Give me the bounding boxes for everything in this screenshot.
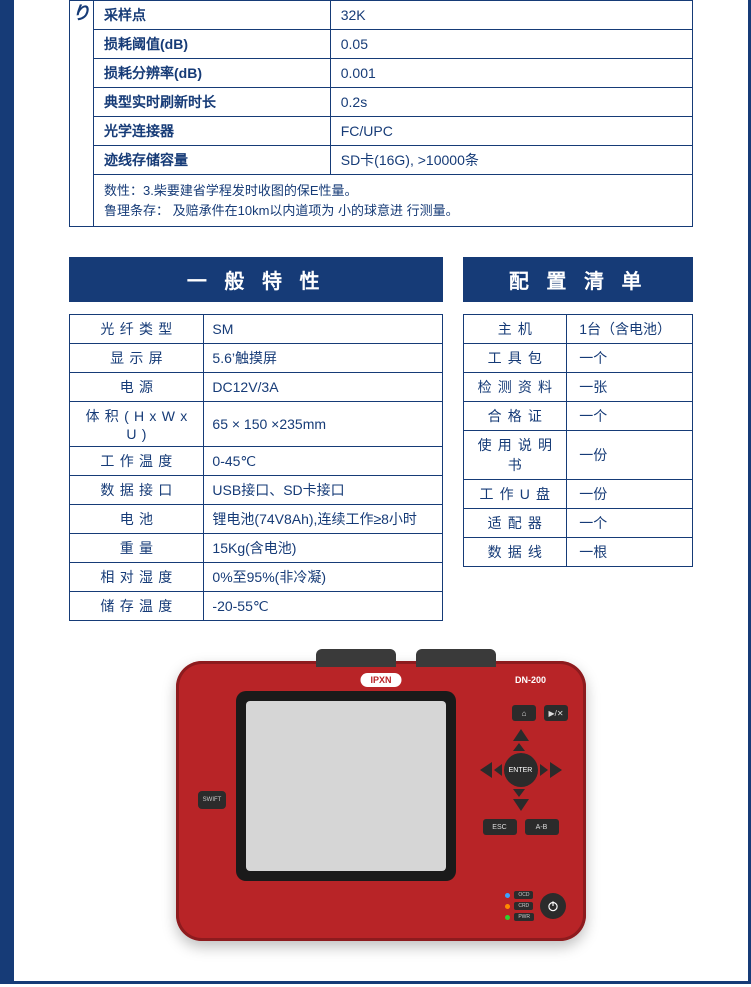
- spec-value: FC/UPC: [330, 117, 692, 146]
- device-right-panel: ⌂ ▶/✕ ENTER ESC A-B: [473, 705, 568, 835]
- table-row: 检 测 资 料一张: [464, 373, 693, 402]
- esc-button: ESC: [483, 819, 517, 835]
- dpad: ENTER: [478, 727, 564, 813]
- side-tab-char: り: [70, 1, 94, 227]
- spec-notes: 数性：3.柴要建省学程发时收图的保E性量。 鲁理条存： 及赔承件在10km以内道…: [94, 175, 693, 227]
- table-row: 储 存 温 度-20-55℃: [70, 592, 443, 621]
- device-illustration: IPXN DN-200 SWIFT ⌂ ▶/✕: [69, 661, 693, 941]
- table-row: 主 机1台（含电池）: [464, 315, 693, 344]
- table-row: 电 池锂电池(74V8Ah),连续工作≥8小时: [70, 505, 443, 534]
- spec-value: 0.05: [330, 30, 692, 59]
- config-table: 主 机1台（含电池） 工 具 包一个 检 测 资 料一张 合 格 证一个 使 用…: [463, 314, 693, 567]
- spec-label: 采样点: [94, 1, 331, 30]
- page-frame: り 采样点 32K 损耗阈值(dB)0.05 损耗分辨率(dB)0.001 典型…: [0, 0, 751, 984]
- spec-value: 0.001: [330, 59, 692, 88]
- spec-label: 迹线存储容量: [94, 146, 331, 175]
- spec-label: 损耗分辨率(dB): [94, 59, 331, 88]
- device-screen: [246, 701, 446, 871]
- arrow-up-icon: [513, 743, 525, 751]
- arrow-left-icon: [480, 762, 492, 778]
- ab-button: A-B: [525, 819, 559, 835]
- swift-button: SWIFT: [198, 791, 226, 809]
- table-row: 合 格 证一个: [464, 402, 693, 431]
- arrow-up-icon: [513, 729, 529, 741]
- power-button-icon: [540, 893, 566, 919]
- table-row: 使 用 说 明 书一份: [464, 431, 693, 480]
- device-screen-bezel: [236, 691, 456, 881]
- arrow-right-icon: [540, 764, 548, 776]
- spec-label: 典型实时刷新时长: [94, 88, 331, 117]
- led-icon: [505, 904, 510, 909]
- table-row: 体 积 ( H x W x U )65 × 150 ×235mm: [70, 402, 443, 447]
- device-brand-badge: IPXN: [360, 673, 401, 687]
- table-row: 数 据 接 口USB接口、SD卡接口: [70, 476, 443, 505]
- spec-value: 32K: [330, 1, 692, 30]
- table-row: 显 示 屏5.6’触摸屏: [70, 344, 443, 373]
- spec-label: 光学连接器: [94, 117, 331, 146]
- arrow-left-icon: [494, 764, 502, 776]
- enter-button: ENTER: [504, 753, 538, 787]
- table-row: 工 具 包一个: [464, 344, 693, 373]
- table-row: 工 作 温 度0-45℃: [70, 447, 443, 476]
- home-button-icon: ⌂: [512, 705, 536, 721]
- table-row: 光 纤 类 型SM: [70, 315, 443, 344]
- table-row: 相 对 湿 度0%至95%(非冷凝): [70, 563, 443, 592]
- top-specs-table: り 采样点 32K 损耗阈值(dB)0.05 损耗分辨率(dB)0.001 典型…: [69, 0, 693, 227]
- table-row: 数 据 线一根: [464, 538, 693, 567]
- spec-value: SD卡(16G), >10000条: [330, 146, 692, 175]
- svg-text:り: り: [72, 3, 90, 23]
- arrow-right-icon: [550, 762, 562, 778]
- table-row: 电 源DC12V/3A: [70, 373, 443, 402]
- general-section-header: 一 般 特 性: [69, 257, 443, 302]
- config-section-header: 配 置 清 单: [463, 257, 693, 302]
- device-body: IPXN DN-200 SWIFT ⌂ ▶/✕: [176, 661, 586, 941]
- table-row: 重 量15Kg(含电池): [70, 534, 443, 563]
- spec-label: 损耗阈值(dB): [94, 30, 331, 59]
- general-table: 光 纤 类 型SM 显 示 屏5.6’触摸屏 电 源DC12V/3A 体 积 (…: [69, 314, 443, 621]
- play-stop-button-icon: ▶/✕: [544, 705, 568, 721]
- spec-value: 0.2s: [330, 88, 692, 117]
- device-model-label: DN-200: [515, 675, 546, 685]
- status-leds: OCD CRD PWR: [505, 891, 534, 921]
- table-row: 适 配 器一个: [464, 509, 693, 538]
- led-icon: [505, 915, 510, 920]
- table-row: 工 作 U 盘一份: [464, 480, 693, 509]
- led-icon: [505, 893, 510, 898]
- arrow-down-icon: [513, 789, 525, 797]
- arrow-down-icon: [513, 799, 529, 811]
